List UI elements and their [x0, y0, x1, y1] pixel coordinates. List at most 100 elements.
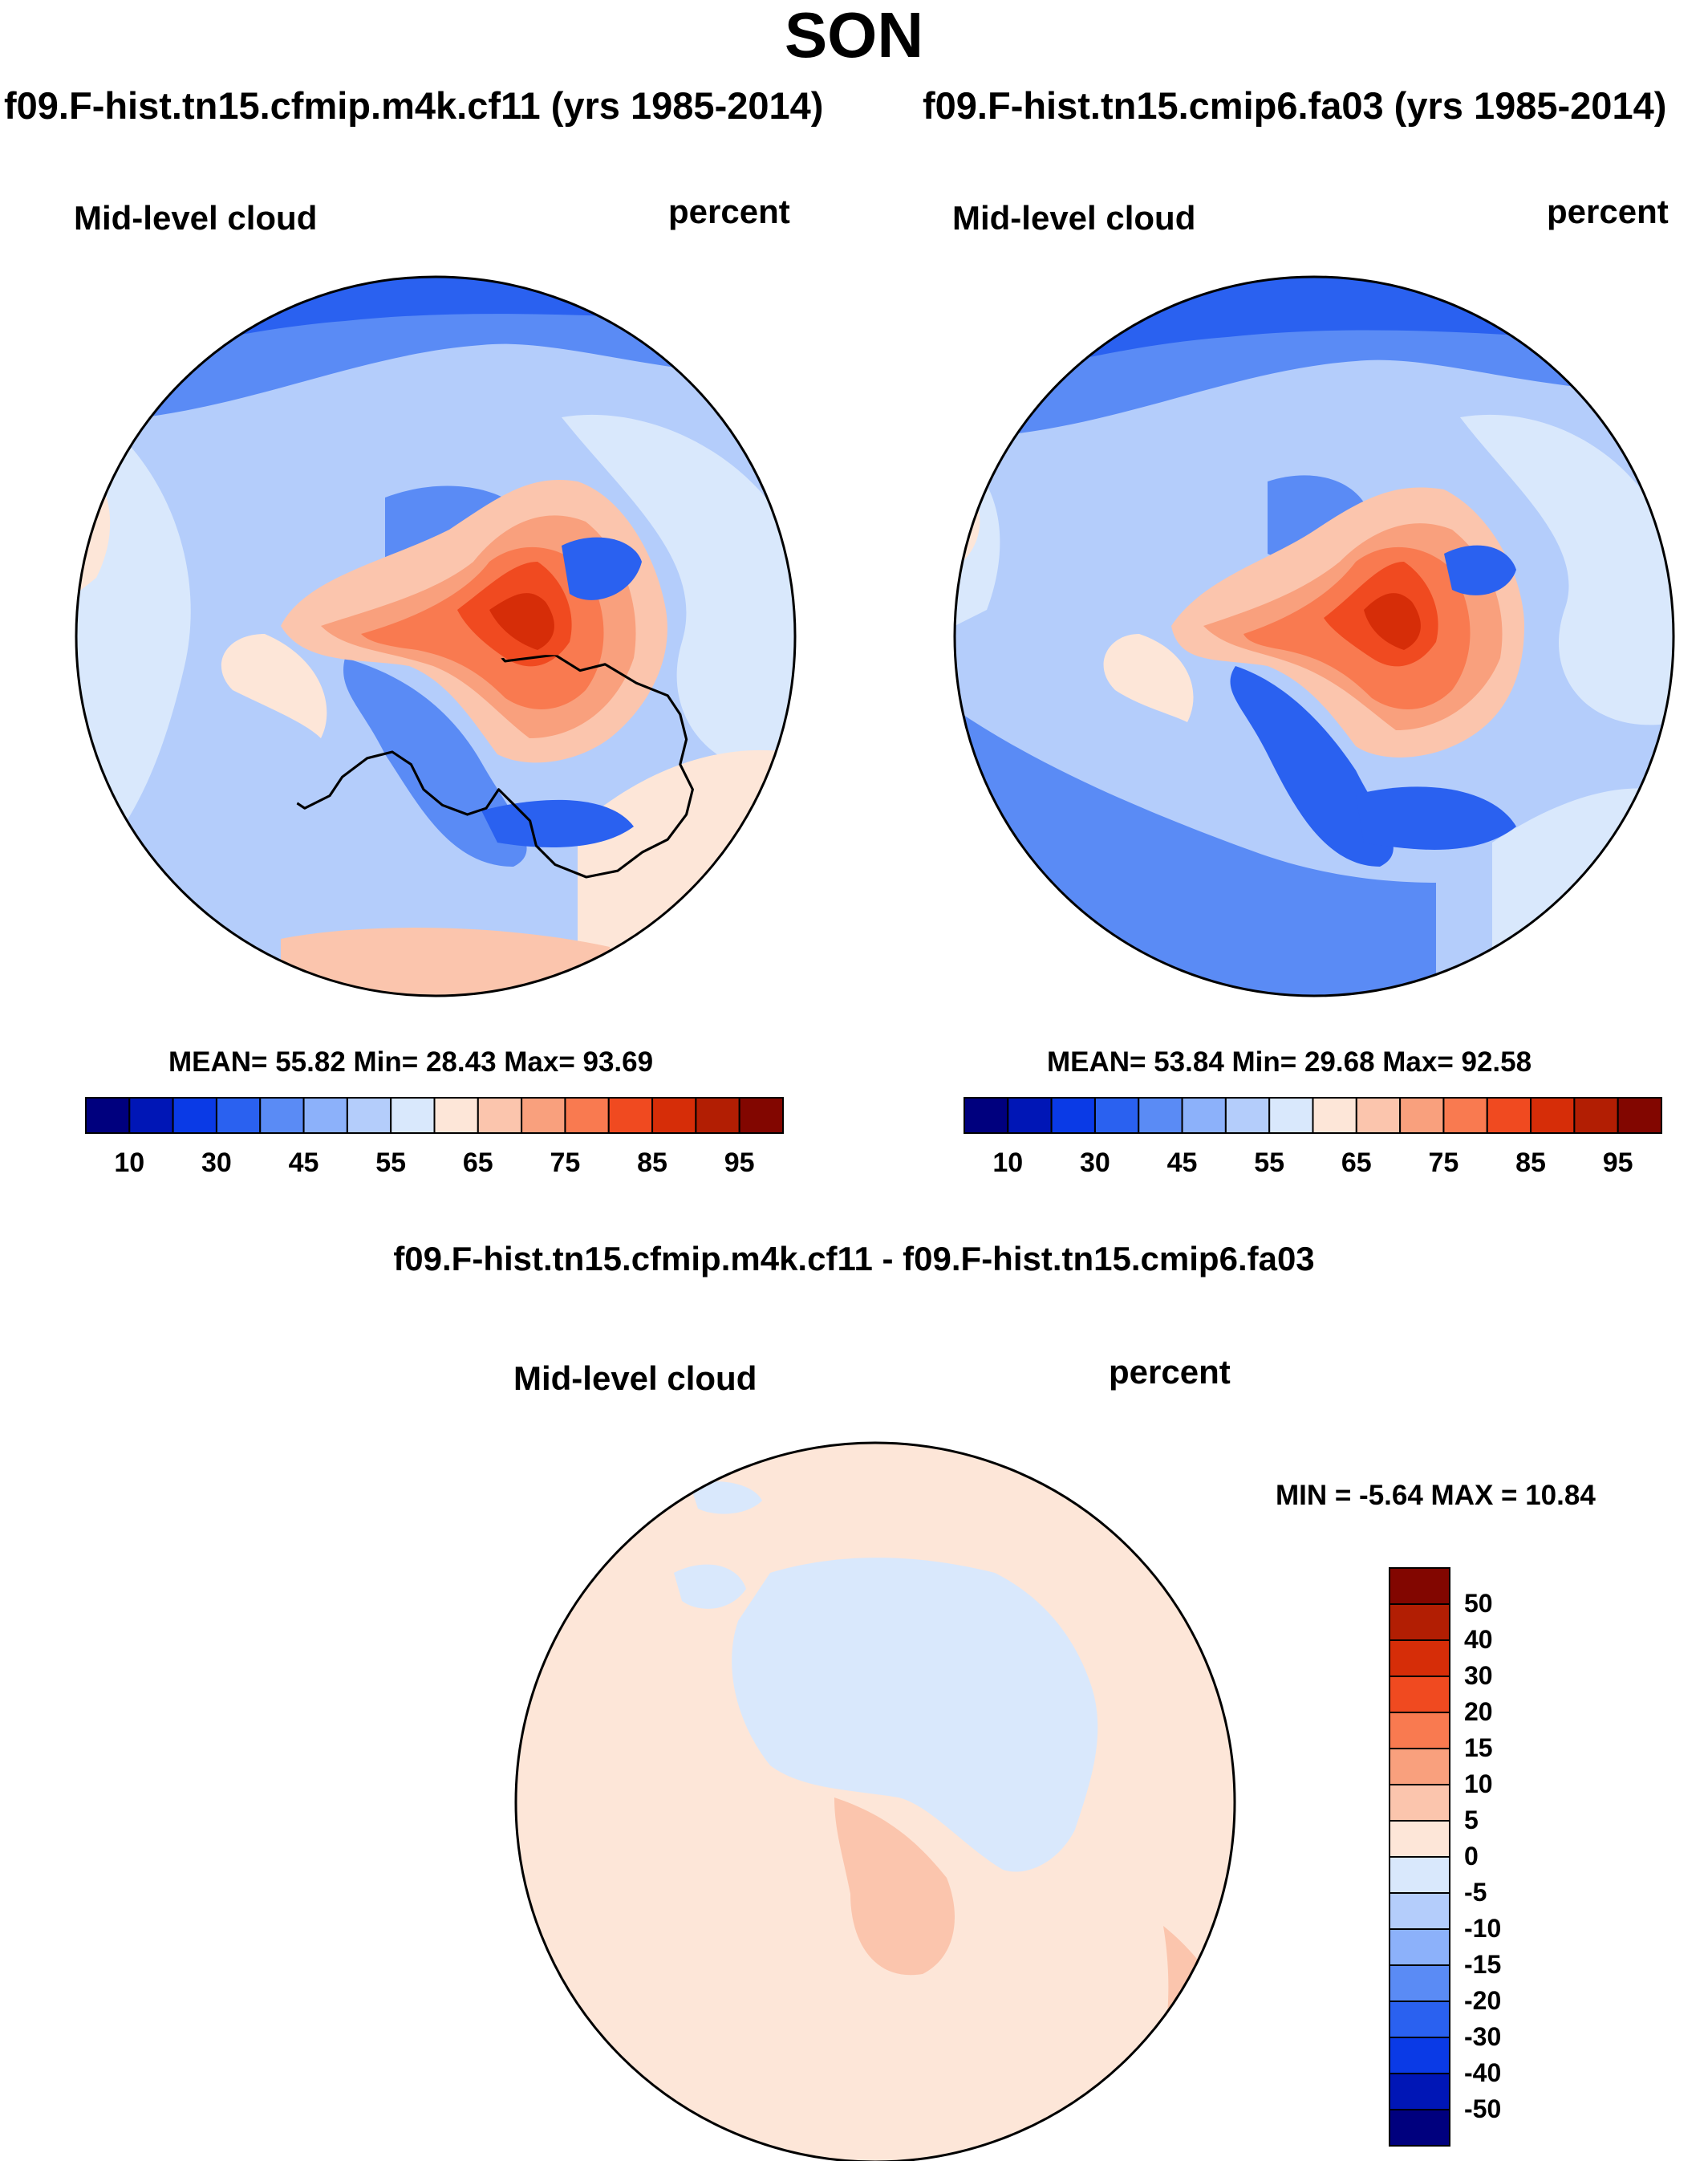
colorbar3-tick-label: 30 — [1464, 1661, 1493, 1690]
figure-title: SON — [784, 0, 924, 71]
colorbar3-swatch — [1389, 2109, 1450, 2147]
colorbar3-tick-label: -50 — [1464, 2094, 1502, 2123]
colorbar3-tick-label: -10 — [1464, 1914, 1502, 1943]
colorbar1-tick-label: 75 — [550, 1148, 581, 1178]
colorbar1-tick-label: 95 — [724, 1148, 755, 1178]
colorbar2-tick-label: 75 — [1428, 1148, 1459, 1178]
colorbar3-tick-label: -15 — [1464, 1950, 1502, 1979]
colorbar2-swatch — [1442, 1097, 1488, 1134]
colorbar2-swatch — [1312, 1097, 1357, 1134]
panel1-case-title: f09.F-hist.tn15.cfmip.m4k.cf11 (yrs 1985… — [4, 84, 824, 127]
colorbar1-swatch — [477, 1097, 523, 1134]
panel2-stats: MEAN= 53.84 Min= 29.68 Max= 92.58 — [1047, 1046, 1532, 1078]
colorbar3-tick-label: -40 — [1464, 2058, 1502, 2087]
colorbar3-tick-label: 15 — [1464, 1733, 1493, 1762]
colorbar1-tick-label: 45 — [288, 1148, 319, 1178]
colorbar3-swatch — [1389, 1928, 1450, 1966]
colorbar3-swatch — [1389, 1820, 1450, 1858]
colorbar2-tick-label: 55 — [1254, 1148, 1285, 1178]
colorbar3-tick-label: 5 — [1464, 1806, 1479, 1834]
colorbar2-tick-label: 85 — [1515, 1148, 1546, 1178]
panel1-units-label: percent — [668, 193, 790, 230]
colorbar3-swatch — [1389, 2001, 1450, 2038]
panel3-units-label: percent — [1109, 1353, 1231, 1391]
panel1-stats: MEAN= 55.82 Min= 28.43 Max= 93.69 — [168, 1046, 654, 1078]
colorbar1-tick-label: 65 — [462, 1148, 493, 1178]
colorbar3-tick-label: 50 — [1464, 1589, 1493, 1618]
colorbar2-swatch — [1268, 1097, 1314, 1134]
colorbar3-swatch — [1389, 2037, 1450, 2074]
colorbar1-swatch — [259, 1097, 305, 1134]
colorbar1-swatch — [390, 1097, 436, 1134]
colorbar3-swatch — [1389, 1676, 1450, 1713]
colorbar3 — [1389, 1567, 1450, 2147]
colorbar2-swatch — [1050, 1097, 1096, 1134]
colorbar3-swatch — [1389, 1784, 1450, 1822]
colorbar1-swatch — [302, 1097, 348, 1134]
colorbar2-swatch — [1181, 1097, 1227, 1134]
colorbar2-swatch — [1224, 1097, 1271, 1134]
colorbar2-swatch — [1138, 1097, 1183, 1134]
panel3-variable-label: Mid-level cloud — [513, 1359, 757, 1397]
colorbar1-swatch — [607, 1097, 654, 1134]
colorbar2-tick-label: 30 — [1080, 1148, 1110, 1178]
colorbar2-swatch — [964, 1097, 1009, 1134]
colorbar2-swatch — [1355, 1097, 1402, 1134]
colorbar1-swatch — [521, 1097, 566, 1134]
colorbar2-swatch — [1399, 1097, 1445, 1134]
colorbar3-swatch — [1389, 1964, 1450, 2002]
colorbar3-tick-label: 10 — [1464, 1769, 1493, 1798]
colorbar1-swatch — [346, 1097, 392, 1134]
panel2-case-title: f09.F-hist.tn15.cmip6.fa03 (yrs 1985-201… — [923, 84, 1667, 127]
panel1-boundary — [75, 275, 797, 997]
panel2-variable-label: Mid-level cloud — [952, 199, 1196, 237]
colorbar2-swatch — [1617, 1097, 1662, 1134]
difference-title: f09.F-hist.tn15.cfmip.m4k.cf11 - f09.F-h… — [393, 1240, 1315, 1278]
colorbar1-swatch — [433, 1097, 479, 1134]
colorbar3-swatch — [1389, 1639, 1450, 1677]
panel3-map — [516, 1443, 1235, 2161]
colorbar1-swatch — [128, 1097, 174, 1134]
colorbar3-swatch — [1389, 1892, 1450, 1930]
panel2-boundary — [953, 275, 1675, 997]
colorbar2-swatch — [1007, 1097, 1053, 1134]
colorbar3-swatch — [1389, 1856, 1450, 1894]
panel1-variable-label: Mid-level cloud — [74, 199, 318, 237]
colorbar2-swatch — [1486, 1097, 1532, 1134]
colorbar2-tick-label: 65 — [1341, 1148, 1372, 1178]
colorbar1-tick-label: 10 — [114, 1148, 145, 1178]
colorbar3-tick-label: -30 — [1464, 2022, 1502, 2051]
colorbar1-swatch — [215, 1097, 262, 1134]
colorbar2-swatch — [1573, 1097, 1619, 1134]
colorbar3-tick-label: -20 — [1464, 1986, 1502, 2015]
colorbar2 — [964, 1097, 1662, 1134]
colorbar1-swatch — [172, 1097, 217, 1134]
colorbar2-tick-label: 10 — [992, 1148, 1024, 1178]
colorbar2-tick-label: 45 — [1166, 1148, 1198, 1178]
colorbar1-swatch — [651, 1097, 697, 1134]
colorbar1-tick-label: 30 — [201, 1148, 232, 1178]
colorbar3-swatch — [1389, 2073, 1450, 2110]
colorbar1 — [85, 1097, 784, 1134]
panel2-units-label: percent — [1547, 193, 1669, 230]
colorbar1-swatch — [564, 1097, 610, 1134]
colorbar2-tick-label: 95 — [1602, 1148, 1633, 1178]
panel3-stats: MIN = -5.64 MAX = 10.84 — [1276, 1480, 1596, 1511]
colorbar1-swatch — [738, 1097, 784, 1134]
colorbar2-swatch — [1093, 1097, 1140, 1134]
colorbar2-swatch — [1530, 1097, 1576, 1134]
panel3-boundary — [514, 1441, 1236, 2161]
colorbar3-swatch — [1389, 1712, 1450, 1749]
colorbar3-tick-label: 20 — [1464, 1697, 1493, 1726]
colorbar3-tick-label: 0 — [1464, 1842, 1479, 1871]
colorbar3-swatch — [1389, 1603, 1450, 1641]
colorbar3-tick-label: 40 — [1464, 1625, 1493, 1654]
colorbar1-tick-label: 85 — [637, 1148, 667, 1178]
colorbar1-swatch — [85, 1097, 131, 1134]
colorbar3-tick-label: -5 — [1464, 1878, 1487, 1907]
colorbar1-tick-label: 55 — [375, 1148, 407, 1178]
colorbar3-swatch — [1389, 1748, 1450, 1785]
colorbar3-swatch — [1389, 1567, 1450, 1605]
colorbar1-swatch — [695, 1097, 740, 1134]
